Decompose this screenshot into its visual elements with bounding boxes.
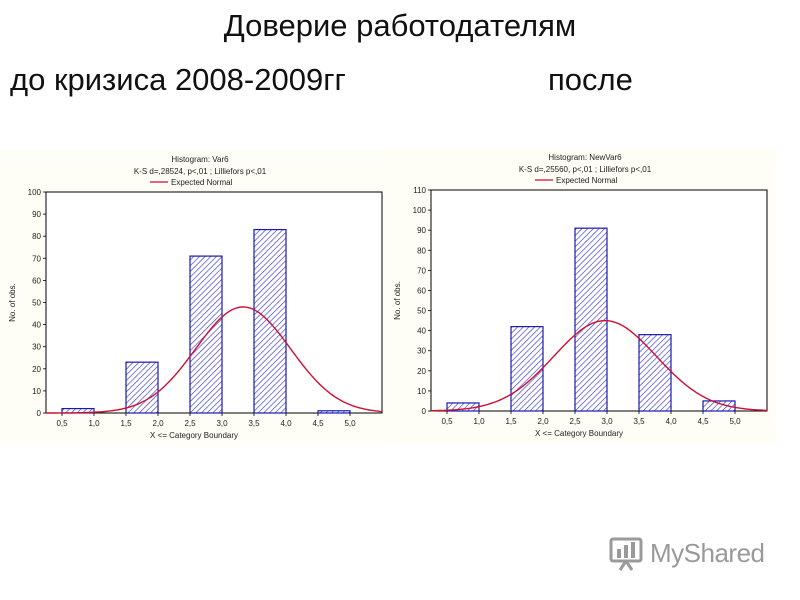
- chart-title: Histogram: Var6: [171, 155, 229, 164]
- subtitle-after: после: [548, 62, 633, 97]
- x-tick-label: 0,5: [56, 419, 68, 428]
- histogram-chart-before: Histogram: Var6 K-S d=,28524, p<,01 ; Lil…: [8, 155, 383, 440]
- y-tick-label: 90: [417, 226, 426, 235]
- x-tick-label: 5,0: [729, 417, 741, 426]
- y-tick-label: 50: [32, 299, 41, 308]
- subtitle-before-crisis: до кризиса 2008-2009гг: [10, 62, 346, 97]
- y-tick-label: 110: [413, 186, 426, 195]
- x-tick-label: 1,5: [120, 419, 132, 428]
- x-tick-label: 1,5: [505, 417, 517, 426]
- x-tick-label: 0,5: [441, 417, 453, 426]
- x-tick-label: 2,5: [569, 417, 581, 426]
- slide-title: Доверие работодателям: [223, 8, 577, 43]
- x-tick-label: 1,0: [473, 417, 485, 426]
- x-tick-label: 4,0: [280, 419, 292, 428]
- y-tick-label: 0: [37, 409, 42, 418]
- x-tick-label: 3,0: [216, 419, 228, 428]
- y-tick-label: 100: [413, 206, 427, 215]
- y-tick-label: 80: [32, 232, 41, 241]
- y-tick-label: 30: [417, 347, 426, 356]
- y-tick-label: 20: [32, 365, 41, 374]
- histogram-bar: [253, 228, 287, 414]
- x-tick-label: 4,5: [312, 419, 324, 428]
- y-axis-label: No. of obs.: [8, 283, 17, 322]
- legend-label: Expected Normal: [556, 176, 618, 185]
- x-tick-label: 2,0: [537, 417, 549, 426]
- histogram-chart-after: Histogram: NewVar6 K-S d=,25560, p<,01 ; …: [393, 153, 768, 438]
- y-tick-label: 50: [417, 307, 426, 316]
- y-tick-label: 20: [417, 367, 426, 376]
- histogram-bar: [574, 227, 608, 412]
- histogram-panel-before: Histogram: Var6 K-S d=,28524, p<,01 ; Lil…: [0, 150, 392, 446]
- x-tick-label: 2,0: [152, 419, 164, 428]
- x-axis-label: X <= Category Boundary: [150, 431, 238, 440]
- y-tick-label: 80: [417, 246, 426, 255]
- y-tick-label: 70: [32, 254, 41, 263]
- expected-normal-curve: [46, 306, 383, 414]
- histogram-bar: [125, 361, 159, 414]
- chart-subtitle: K-S d=,25560, p<,01 ; Lilliefors p<,01: [519, 165, 652, 174]
- y-tick-label: 60: [417, 286, 426, 295]
- y-tick-label: 10: [32, 387, 41, 396]
- myshared-logo-icon: [609, 537, 643, 571]
- chart-subtitle: K-S d=,28524, p<,01 ; Lilliefors p<,01: [134, 167, 267, 176]
- x-tick-label: 2,5: [184, 419, 196, 428]
- x-tick-label: 5,0: [344, 419, 356, 428]
- y-tick-label: 70: [417, 266, 426, 275]
- histogram-bar: [638, 334, 672, 412]
- y-tick-label: 90: [32, 210, 41, 219]
- histogram-bar: [317, 410, 351, 414]
- y-tick-label: 60: [32, 276, 41, 285]
- chart-title: Histogram: NewVar6: [548, 153, 622, 162]
- x-tick-label: 3,5: [633, 417, 645, 426]
- expected-normal-curve: [431, 319, 768, 412]
- y-tick-label: 30: [32, 343, 41, 352]
- histogram-bar: [510, 326, 544, 412]
- y-axis-label: No. of obs.: [393, 281, 402, 320]
- watermark: MyShared: [608, 534, 768, 574]
- x-tick-label: 1,0: [88, 419, 100, 428]
- histogram-panel-after: Histogram: NewVar6 K-S d=,25560, p<,01 ; …: [385, 148, 777, 444]
- y-tick-label: 40: [417, 327, 426, 336]
- x-tick-label: 3,0: [601, 417, 613, 426]
- legend-label: Expected Normal: [171, 178, 233, 187]
- y-tick-label: 10: [417, 387, 426, 396]
- watermark-text: MyShared: [650, 538, 765, 568]
- y-tick-label: 0: [422, 407, 427, 416]
- x-tick-label: 4,0: [665, 417, 677, 426]
- histogram-bar: [702, 400, 736, 412]
- x-tick-label: 3,5: [248, 419, 260, 428]
- y-tick-label: 100: [28, 188, 42, 197]
- x-tick-label: 4,5: [697, 417, 709, 426]
- y-tick-label: 40: [32, 321, 41, 330]
- x-axis-label: X <= Category Boundary: [535, 429, 623, 438]
